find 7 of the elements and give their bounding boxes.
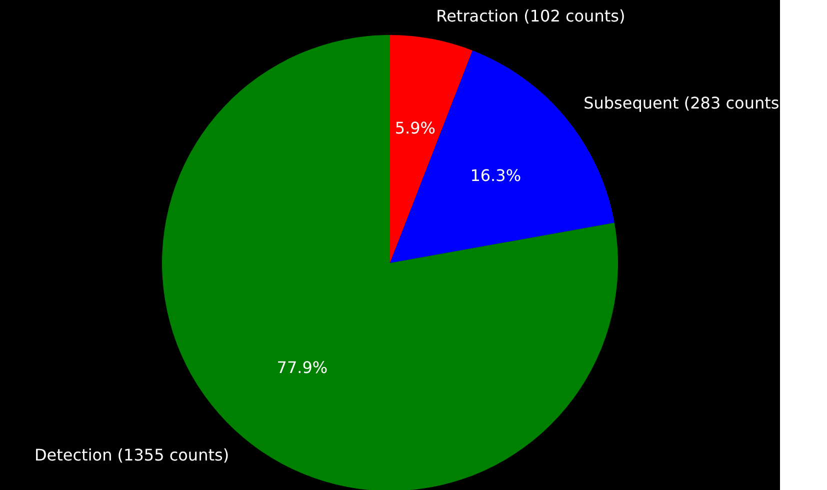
data-label: 5.9%	[394, 118, 436, 138]
slice-label: Retraction (102 counts)	[436, 6, 626, 26]
pie-slice	[390, 35, 473, 263]
data-label: 16.3%	[470, 166, 522, 186]
slice-label: Detection (1355 counts)	[34, 445, 230, 464]
slice-label: Subsequent (283 counts	[584, 94, 780, 113]
data-label: 77.9%	[276, 358, 328, 377]
